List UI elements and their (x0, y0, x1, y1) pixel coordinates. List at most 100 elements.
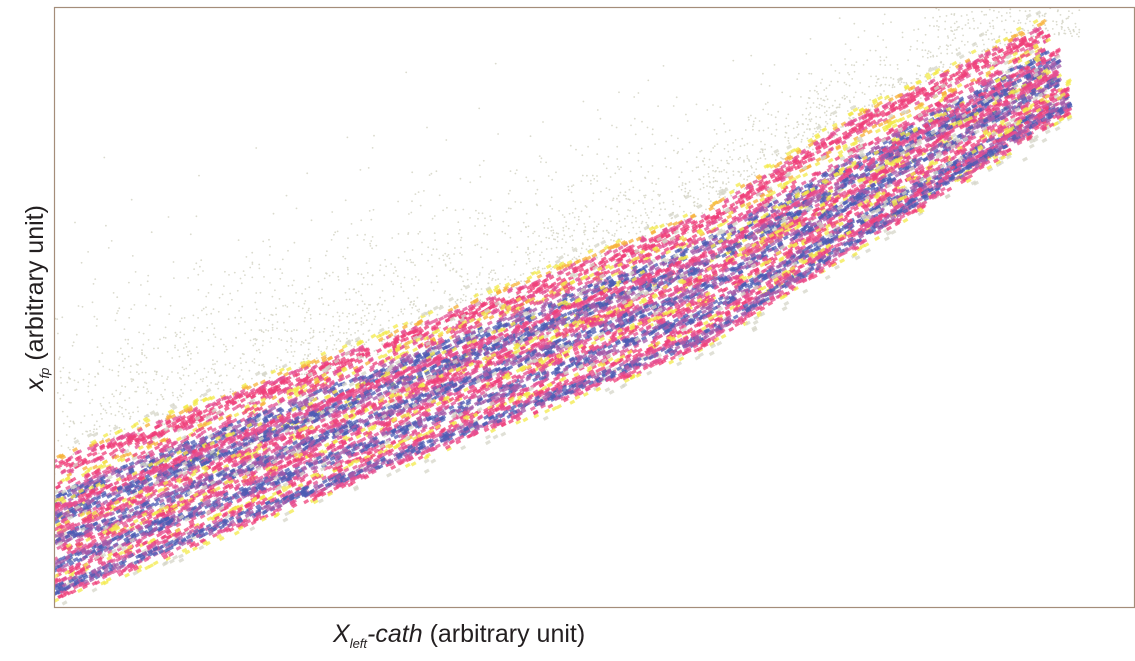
halo-point (545, 161, 547, 164)
halo-point (764, 158, 767, 160)
halo-point (768, 85, 771, 87)
halo-point (633, 96, 636, 98)
halo-point (251, 276, 254, 279)
halo-point (279, 268, 282, 270)
halo-point (641, 220, 644, 223)
halo-point (810, 118, 813, 120)
halo-point (711, 186, 714, 189)
halo-point (611, 124, 613, 127)
halo-point (459, 275, 461, 277)
halo-point (812, 148, 814, 151)
halo-point (332, 348, 334, 351)
halo-point (571, 246, 574, 249)
halo-point (701, 212, 704, 214)
halo-point (584, 226, 587, 228)
halo-point (162, 382, 165, 384)
halo-point (267, 319, 270, 322)
halo-point (459, 252, 461, 255)
halo-point (651, 242, 654, 245)
halo-point (295, 341, 298, 343)
halo-point (534, 192, 537, 195)
halo-point (977, 62, 980, 65)
halo-point (195, 346, 198, 348)
halo-point (896, 68, 899, 70)
halo-point (418, 308, 421, 311)
halo-point (712, 104, 714, 106)
halo-point (1042, 0, 1044, 1)
halo-point (1054, 5, 1056, 7)
halo-point (588, 215, 591, 218)
halo-point (770, 114, 773, 116)
halo-point (136, 371, 138, 373)
halo-point (892, 83, 895, 86)
halo-point (859, 82, 862, 84)
halo-point (259, 291, 262, 294)
halo-point (426, 126, 428, 129)
halo-point (777, 110, 780, 113)
halo-point (1018, 19, 1020, 22)
halo-point (448, 305, 451, 308)
halo-point (805, 52, 808, 55)
halo-point (427, 259, 429, 262)
halo-point (62, 394, 65, 397)
halo-point (366, 307, 368, 310)
halo-point (200, 259, 203, 262)
halo-point (466, 278, 469, 281)
halo-point (104, 409, 107, 412)
halo-point (470, 297, 472, 300)
halo-point (290, 345, 292, 347)
halo-point (855, 61, 858, 63)
halo-point (971, 11, 973, 13)
halo-point (695, 166, 698, 169)
halo-point (207, 339, 210, 341)
halo-point (409, 303, 411, 306)
halo-point (945, 15, 948, 17)
halo-point (684, 190, 687, 193)
halo-point (365, 319, 368, 322)
halo-point (743, 161, 745, 163)
halo-point (1010, 31, 1012, 34)
halo-point (551, 234, 554, 237)
halo-point (154, 307, 157, 310)
halo-point (183, 317, 186, 319)
halo-point (502, 220, 505, 223)
halo-point (127, 338, 130, 341)
halo-point (348, 312, 350, 315)
halo-point (276, 327, 278, 330)
halo-point (171, 357, 174, 359)
halo-point (551, 178, 554, 181)
halo-point (154, 370, 156, 373)
halo-point (896, 63, 899, 66)
halo-point (537, 266, 540, 269)
halo-point (81, 433, 84, 435)
halo-point (710, 150, 712, 153)
halo-point (410, 261, 413, 264)
halo-point (484, 217, 486, 220)
halo-point (759, 151, 762, 154)
halo-point (999, 2, 1001, 4)
halo-point (278, 366, 281, 369)
halo-point (285, 194, 288, 197)
halo-point (567, 227, 570, 230)
halo-point (834, 99, 836, 102)
halo-point (392, 295, 395, 298)
halo-point (217, 387, 220, 390)
halo-point (699, 178, 701, 181)
halo-point (681, 182, 684, 184)
halo-point (626, 215, 629, 218)
halo-point (246, 402, 249, 405)
halo-point (844, 58, 846, 60)
halo-point (687, 231, 689, 234)
halo-point (628, 231, 630, 234)
halo-point (577, 218, 580, 221)
halo-point (770, 146, 773, 148)
halo-point (697, 166, 700, 169)
halo-point (88, 381, 90, 384)
halo-point (172, 394, 175, 397)
halo-point (900, 81, 903, 83)
halo-point (236, 289, 239, 292)
halo-point (320, 350, 323, 353)
halo-point (882, 22, 884, 25)
halo-point (644, 235, 647, 237)
halo-point (270, 313, 273, 316)
